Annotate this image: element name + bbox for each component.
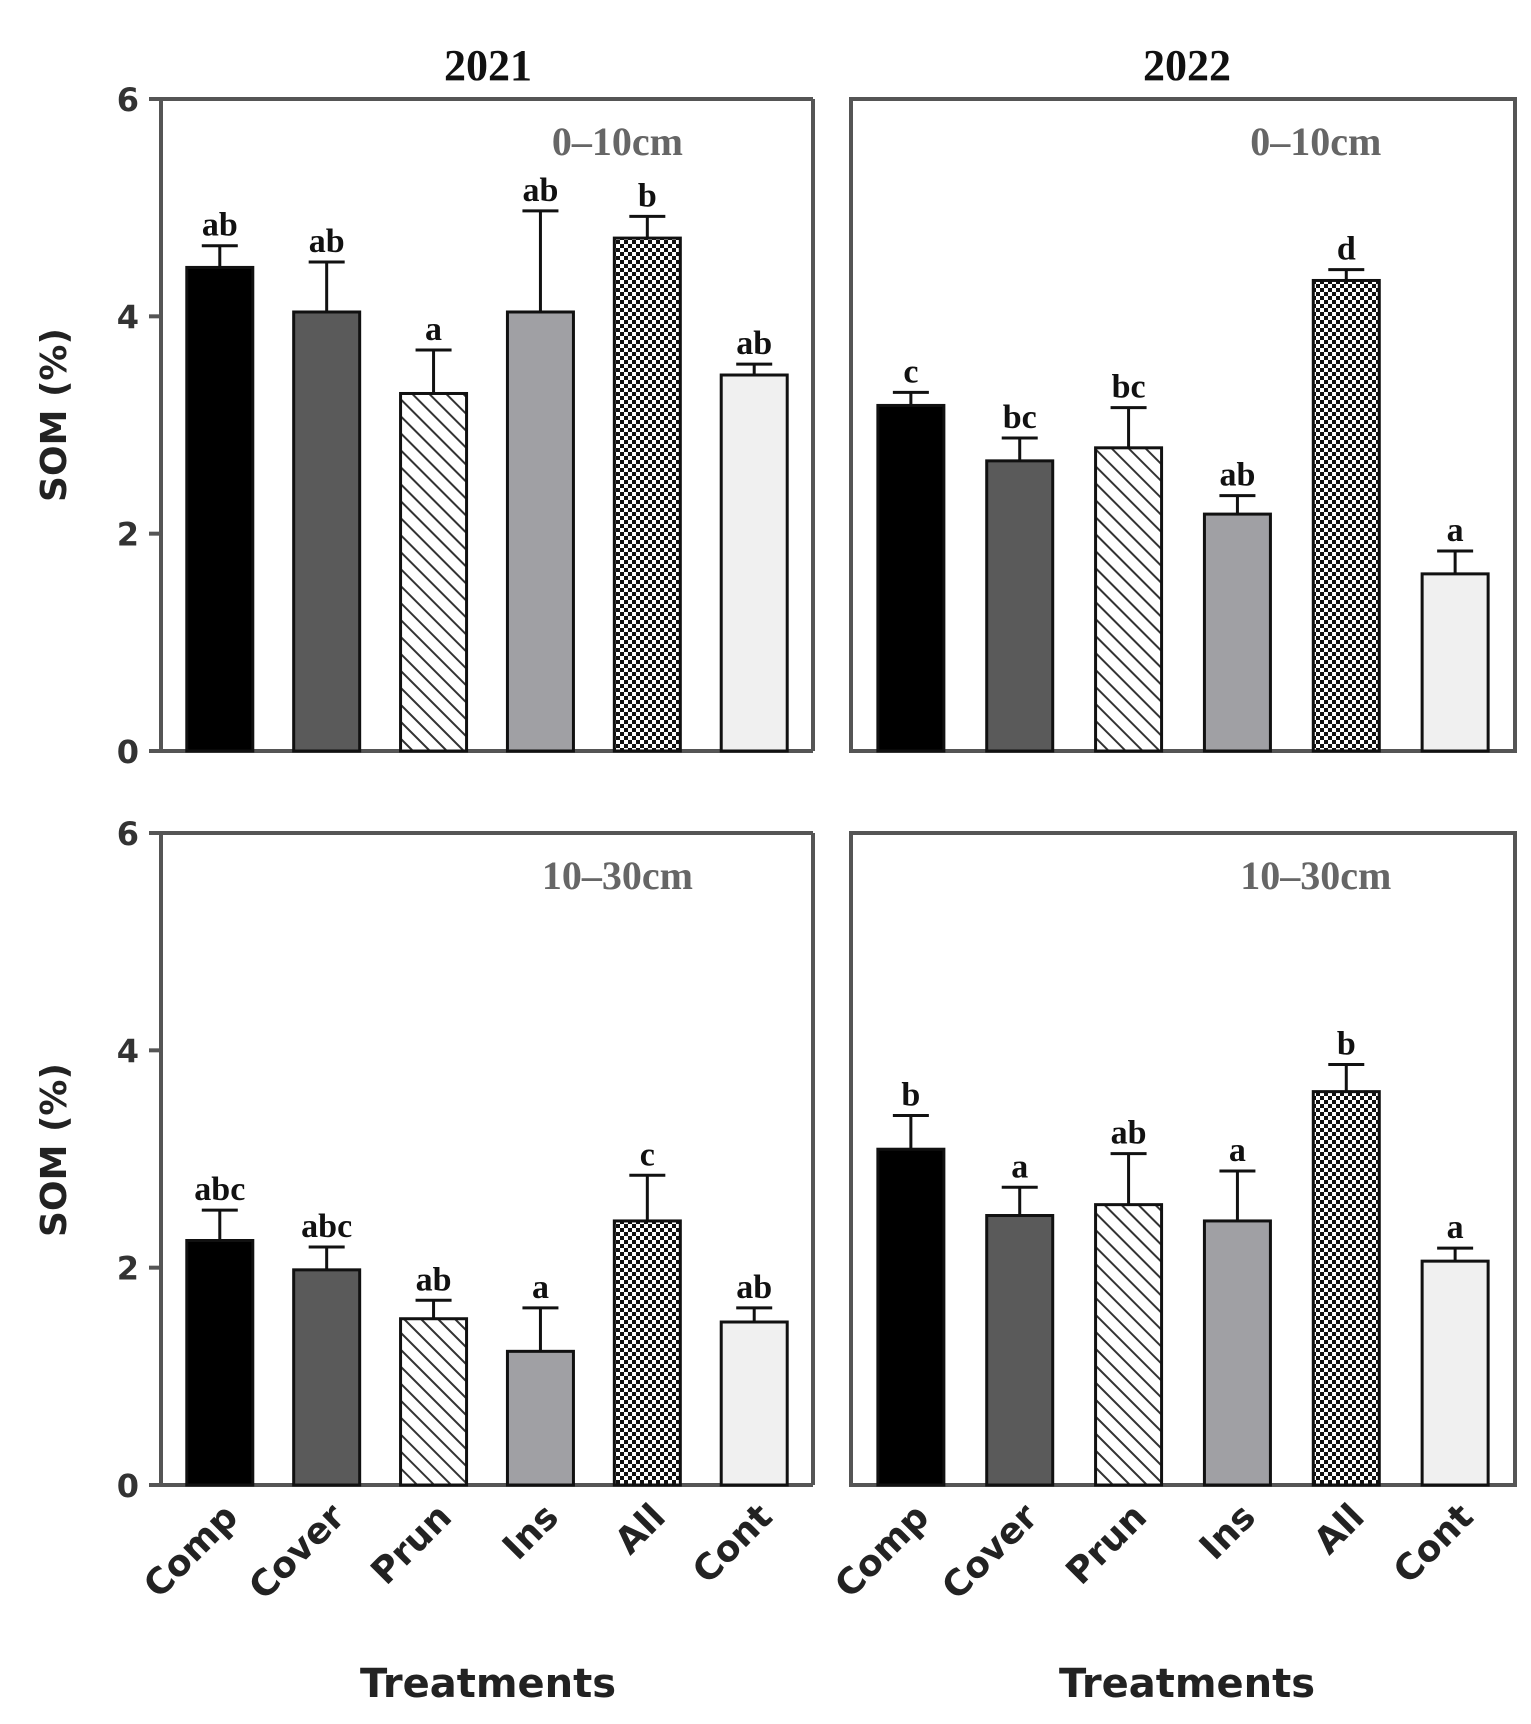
panel-4: 10–30cm b Comp a Cover ab Prun a Ins b All a Cont xyxy=(827,831,1517,1608)
bar-comp xyxy=(185,1239,255,1487)
bar-ins xyxy=(505,310,575,753)
bar-cont xyxy=(719,1320,789,1487)
y-axis-label-bottom: SOM (%) xyxy=(34,1063,75,1237)
bar-cover xyxy=(292,1268,362,1487)
panel-2: 0–10cm c bc bc ab d a xyxy=(849,97,1517,753)
significance-letter-cover: ab xyxy=(309,223,345,260)
x-tick-label-cont: Cont xyxy=(685,1496,780,1591)
x-tick-label-prun: Prun xyxy=(363,1496,459,1592)
significance-letter-ins: ab xyxy=(1219,457,1255,494)
x-tick-label-ins: Ins xyxy=(495,1496,567,1568)
bar-cont xyxy=(1420,1259,1490,1487)
panel-frame xyxy=(849,831,1517,1487)
y-tick-label: 4 xyxy=(117,1032,139,1070)
significance-letter-comp: abc xyxy=(194,1171,245,1208)
bar-prun xyxy=(1094,1203,1164,1487)
y-tick-label: 6 xyxy=(117,81,139,119)
bar-prun xyxy=(399,391,469,753)
y-tick-label: 0 xyxy=(117,733,139,771)
significance-letter-cont: ab xyxy=(736,325,772,362)
bar-all xyxy=(612,1219,682,1487)
significance-letter-all: b xyxy=(1337,1025,1356,1062)
bar-comp xyxy=(876,403,946,753)
significance-letter-all: b xyxy=(638,177,657,214)
depth-annotation: 0–10cm xyxy=(552,119,683,164)
significance-letter-ins: a xyxy=(1229,1132,1246,1169)
significance-letter-cover: bc xyxy=(1003,399,1037,436)
bar-cont xyxy=(719,373,789,753)
bar-ins xyxy=(505,1349,575,1487)
significance-letter-cont: a xyxy=(1447,512,1464,549)
bar-ins xyxy=(1202,1219,1272,1487)
bar-cover xyxy=(292,310,362,753)
depth-annotation: 10–30cm xyxy=(1240,853,1391,898)
depth-annotation: 10–30cm xyxy=(542,853,693,898)
bar-all xyxy=(1311,1090,1381,1487)
bar-ins xyxy=(1202,512,1272,753)
bar-cont xyxy=(1420,572,1490,753)
y-tick-label: 2 xyxy=(117,516,139,554)
significance-letter-prun: ab xyxy=(1111,1115,1147,1152)
x-tick-label-cover: Cover xyxy=(935,1496,1047,1608)
significance-letter-prun: a xyxy=(425,311,442,348)
x-tick-label-comp: Comp xyxy=(136,1496,246,1606)
x-tick-label-cont: Cont xyxy=(1386,1496,1481,1591)
significance-letter-prun: ab xyxy=(416,1261,452,1298)
year-title-2022: 2022 xyxy=(1143,41,1231,90)
significance-letter-comp: ab xyxy=(202,207,238,244)
x-tick-label-prun: Prun xyxy=(1058,1496,1154,1592)
significance-letter-ins: ab xyxy=(522,172,558,209)
y-tick-label: 2 xyxy=(117,1250,139,1288)
depth-annotation: 0–10cm xyxy=(1250,119,1381,164)
panel-3: 0 2 4 6 10–30cm abc Comp abc Cover ab Prun a Ins c All… xyxy=(117,815,815,1608)
y-tick-label: 0 xyxy=(117,1467,139,1505)
x-tick-label-cover: Cover xyxy=(241,1496,353,1608)
x-axis-label-right: Treatments xyxy=(1059,1661,1315,1707)
significance-letter-comp: b xyxy=(901,1077,920,1114)
significance-letter-comp: c xyxy=(903,353,918,390)
bar-cover xyxy=(985,1214,1055,1487)
significance-letter-cover: abc xyxy=(301,1208,352,1245)
panel-1: 0 2 4 6 0–10cm ab ab a ab b ab xyxy=(117,81,815,771)
bar-all xyxy=(612,236,682,753)
significance-letter-cont: a xyxy=(1447,1209,1464,1246)
y-tick-label: 4 xyxy=(117,298,139,336)
bar-all xyxy=(1311,278,1381,753)
significance-letter-cover: a xyxy=(1011,1148,1028,1185)
x-tick-label-all: All xyxy=(1306,1496,1372,1562)
bar-prun xyxy=(1094,446,1164,753)
y-tick-label: 6 xyxy=(117,815,139,853)
bar-cover xyxy=(985,459,1055,753)
significance-letter-all: d xyxy=(1337,231,1356,268)
year-title-2021: 2021 xyxy=(444,41,532,90)
significance-letter-prun: bc xyxy=(1112,369,1146,406)
panel-frame xyxy=(849,97,1517,753)
y-axis-label-top: SOM (%) xyxy=(34,328,75,502)
significance-letter-ins: a xyxy=(532,1269,549,1306)
x-axis-label-left: Treatments xyxy=(360,1661,616,1707)
bar-comp xyxy=(185,265,255,753)
bar-comp xyxy=(876,1147,946,1487)
significance-letter-all: c xyxy=(640,1136,655,1173)
bar-prun xyxy=(399,1317,469,1487)
x-tick-label-ins: Ins xyxy=(1192,1496,1264,1568)
significance-letter-cont: ab xyxy=(736,1269,772,1306)
x-tick-label-all: All xyxy=(608,1496,674,1562)
x-tick-label-comp: Comp xyxy=(827,1496,937,1606)
